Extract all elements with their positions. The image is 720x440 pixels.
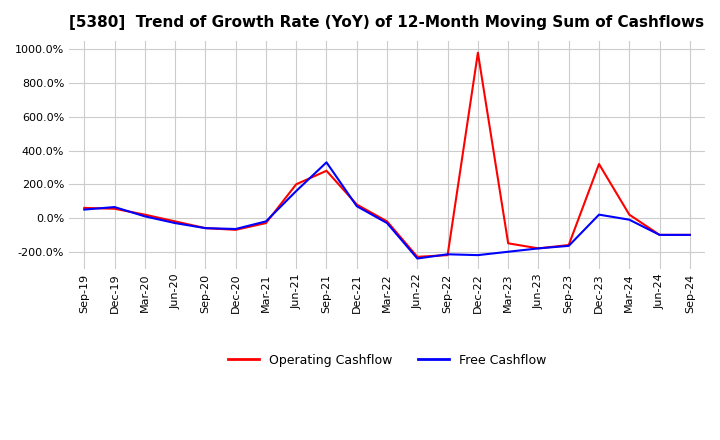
Operating Cashflow bbox=[564, 242, 573, 248]
Operating Cashflow bbox=[383, 219, 392, 224]
Operating Cashflow bbox=[685, 232, 694, 238]
Line: Operating Cashflow: Operating Cashflow bbox=[84, 53, 690, 257]
Free Cashflow bbox=[201, 225, 210, 231]
Operating Cashflow bbox=[534, 246, 543, 251]
Operating Cashflow bbox=[231, 227, 240, 232]
Operating Cashflow bbox=[413, 254, 422, 260]
Operating Cashflow bbox=[110, 206, 119, 211]
Operating Cashflow bbox=[201, 225, 210, 231]
Operating Cashflow bbox=[655, 232, 664, 238]
Free Cashflow bbox=[140, 214, 149, 219]
Free Cashflow bbox=[322, 160, 330, 165]
Free Cashflow bbox=[595, 212, 603, 217]
Free Cashflow bbox=[685, 232, 694, 238]
Free Cashflow bbox=[444, 252, 452, 257]
Free Cashflow bbox=[504, 249, 513, 254]
Free Cashflow bbox=[383, 220, 392, 226]
Legend: Operating Cashflow, Free Cashflow: Operating Cashflow, Free Cashflow bbox=[223, 348, 552, 372]
Operating Cashflow bbox=[140, 212, 149, 217]
Free Cashflow bbox=[474, 253, 482, 258]
Operating Cashflow bbox=[322, 168, 330, 173]
Free Cashflow bbox=[534, 246, 543, 251]
Operating Cashflow bbox=[292, 182, 300, 187]
Line: Free Cashflow: Free Cashflow bbox=[84, 162, 690, 259]
Operating Cashflow bbox=[261, 220, 270, 226]
Free Cashflow bbox=[80, 207, 89, 212]
Operating Cashflow bbox=[625, 212, 634, 217]
Free Cashflow bbox=[413, 256, 422, 261]
Free Cashflow bbox=[292, 188, 300, 194]
Operating Cashflow bbox=[353, 202, 361, 207]
Operating Cashflow bbox=[504, 241, 513, 246]
Free Cashflow bbox=[625, 217, 634, 222]
Operating Cashflow bbox=[595, 161, 603, 167]
Free Cashflow bbox=[171, 220, 179, 226]
Operating Cashflow bbox=[474, 50, 482, 55]
Free Cashflow bbox=[261, 219, 270, 224]
Operating Cashflow bbox=[80, 205, 89, 210]
Operating Cashflow bbox=[171, 219, 179, 224]
Operating Cashflow bbox=[444, 253, 452, 258]
Free Cashflow bbox=[110, 205, 119, 210]
Title: [5380]  Trend of Growth Rate (YoY) of 12-Month Moving Sum of Cashflows: [5380] Trend of Growth Rate (YoY) of 12-… bbox=[70, 15, 705, 30]
Free Cashflow bbox=[564, 243, 573, 249]
Free Cashflow bbox=[231, 226, 240, 231]
Free Cashflow bbox=[353, 204, 361, 209]
Free Cashflow bbox=[655, 232, 664, 238]
